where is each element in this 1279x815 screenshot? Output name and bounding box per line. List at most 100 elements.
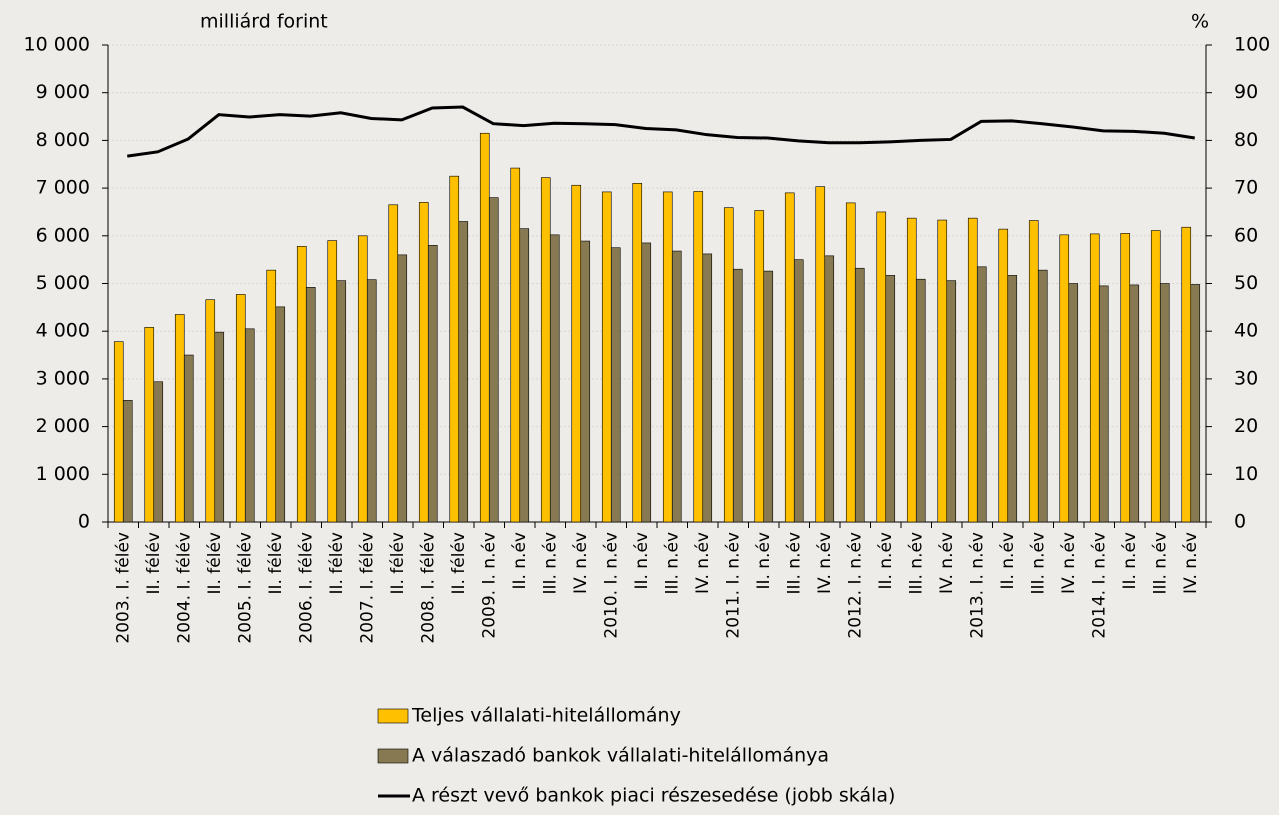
y-tick-label: 10 000 <box>24 34 90 56</box>
x-tick-label: 2012. I. n.év <box>845 532 865 639</box>
bar <box>1159 283 1170 523</box>
y2-tick-label: 70 <box>1234 177 1258 199</box>
bar <box>1181 226 1192 523</box>
x-tick-label: II. félév <box>327 532 347 595</box>
x-tick-label: 2009. I. n.év <box>479 532 499 639</box>
y2-tick-label: 0 <box>1234 511 1246 533</box>
y-tick-label: 5 000 <box>36 272 90 294</box>
bar <box>998 228 1009 523</box>
bar <box>815 186 826 523</box>
x-tick-label: 2011. I. n.év <box>723 532 743 639</box>
bar <box>693 191 704 523</box>
x-tick-label: II. félév <box>144 532 164 595</box>
x-tick-label: 2003. I. félév <box>113 532 133 644</box>
bar <box>305 287 316 523</box>
bar <box>1129 284 1140 523</box>
bar <box>144 327 155 523</box>
y-tick-label: 7 000 <box>36 177 90 199</box>
y2-tick-label: 60 <box>1234 224 1258 246</box>
y2-tick-label: 40 <box>1234 320 1258 342</box>
bar <box>1068 283 1079 523</box>
bar <box>540 177 551 523</box>
x-tick-label: II. n.év <box>998 532 1018 590</box>
bar <box>113 341 124 523</box>
bar <box>183 354 194 523</box>
bar <box>754 210 765 523</box>
bar <box>824 255 835 523</box>
x-tick-label: IV. n.év <box>693 532 713 594</box>
y-tick-label: 8 000 <box>36 129 90 151</box>
x-tick-label: II. n.év <box>876 532 896 590</box>
bar <box>946 280 957 523</box>
x-tick-label: IV. n.év <box>1181 532 1201 594</box>
x-tick-label: III. n.év <box>784 532 804 595</box>
bar <box>266 269 277 523</box>
bar <box>275 306 286 523</box>
x-tick-label: II. félév <box>388 532 408 595</box>
y2-tick-label: 80 <box>1234 129 1258 151</box>
y2-axis-label: % <box>1191 11 1209 33</box>
bar <box>479 132 490 523</box>
bar <box>845 202 856 523</box>
x-tick-label: II. n.év <box>1120 532 1140 590</box>
bar <box>671 250 682 523</box>
bar <box>549 234 560 523</box>
bar <box>174 314 185 523</box>
bar <box>1098 285 1109 523</box>
x-tick-label: II. félév <box>266 532 286 595</box>
bar <box>885 275 896 523</box>
legend-swatch <box>377 748 409 764</box>
bar <box>1190 284 1201 523</box>
legend-label: Teljes vállalati-hitelállomány <box>411 705 681 727</box>
bar <box>397 254 408 523</box>
y-tick-label: 9 000 <box>36 81 90 103</box>
x-tick-label: 2008. I. félév <box>418 532 438 644</box>
bar <box>418 202 429 523</box>
legend-label: A részt vevő bankok piaci részesedése (j… <box>412 785 895 807</box>
x-tick-label: 2010. I. n.év <box>601 532 621 639</box>
bar <box>488 197 499 523</box>
bar <box>1089 233 1100 523</box>
bar <box>122 400 133 523</box>
x-tick-label: III. n.év <box>1150 532 1170 595</box>
x-tick-label: 2006. I. félév <box>296 532 316 644</box>
x-tick-label: II. n.év <box>510 532 530 590</box>
bar <box>662 191 673 523</box>
line <box>127 105 1195 158</box>
bar <box>388 204 399 523</box>
y-tick-label: 4 000 <box>36 320 90 342</box>
bar <box>571 184 582 523</box>
legend-swatch <box>377 708 409 724</box>
bar <box>1120 233 1131 523</box>
x-tick-label: 2005. I. félév <box>235 532 255 644</box>
x-tick-label: 2014. I. n.év <box>1089 532 1109 639</box>
bar <box>784 192 795 523</box>
bar <box>915 278 926 523</box>
bar <box>1059 234 1070 523</box>
bar <box>610 247 621 523</box>
bar <box>327 240 338 523</box>
bar <box>1037 269 1048 523</box>
bar <box>366 279 377 523</box>
bar <box>732 268 743 523</box>
y-tick-label: 1 000 <box>36 463 90 485</box>
bar <box>723 207 734 523</box>
y2-tick-label: 20 <box>1234 415 1258 437</box>
y2-tick-label: 10 <box>1234 463 1258 485</box>
x-tick-label: 2004. I. félév <box>174 532 194 644</box>
y-tick-label: 0 <box>78 511 90 533</box>
x-tick-label: II. n.év <box>632 532 652 590</box>
y2-tick-label: 30 <box>1234 367 1258 389</box>
bar <box>214 331 225 523</box>
x-tick-label: IV. n.év <box>571 532 591 594</box>
legend-label: A válaszadó bankok vállalati-hitelállomá… <box>412 745 829 767</box>
bar <box>296 245 307 523</box>
bar <box>763 270 774 523</box>
bar <box>937 219 948 523</box>
bar <box>876 211 887 523</box>
bar <box>580 240 591 523</box>
bar <box>357 235 368 523</box>
bar <box>967 217 978 523</box>
x-tick-label: III. n.év <box>906 532 926 595</box>
x-tick-label: III. n.év <box>540 532 560 595</box>
